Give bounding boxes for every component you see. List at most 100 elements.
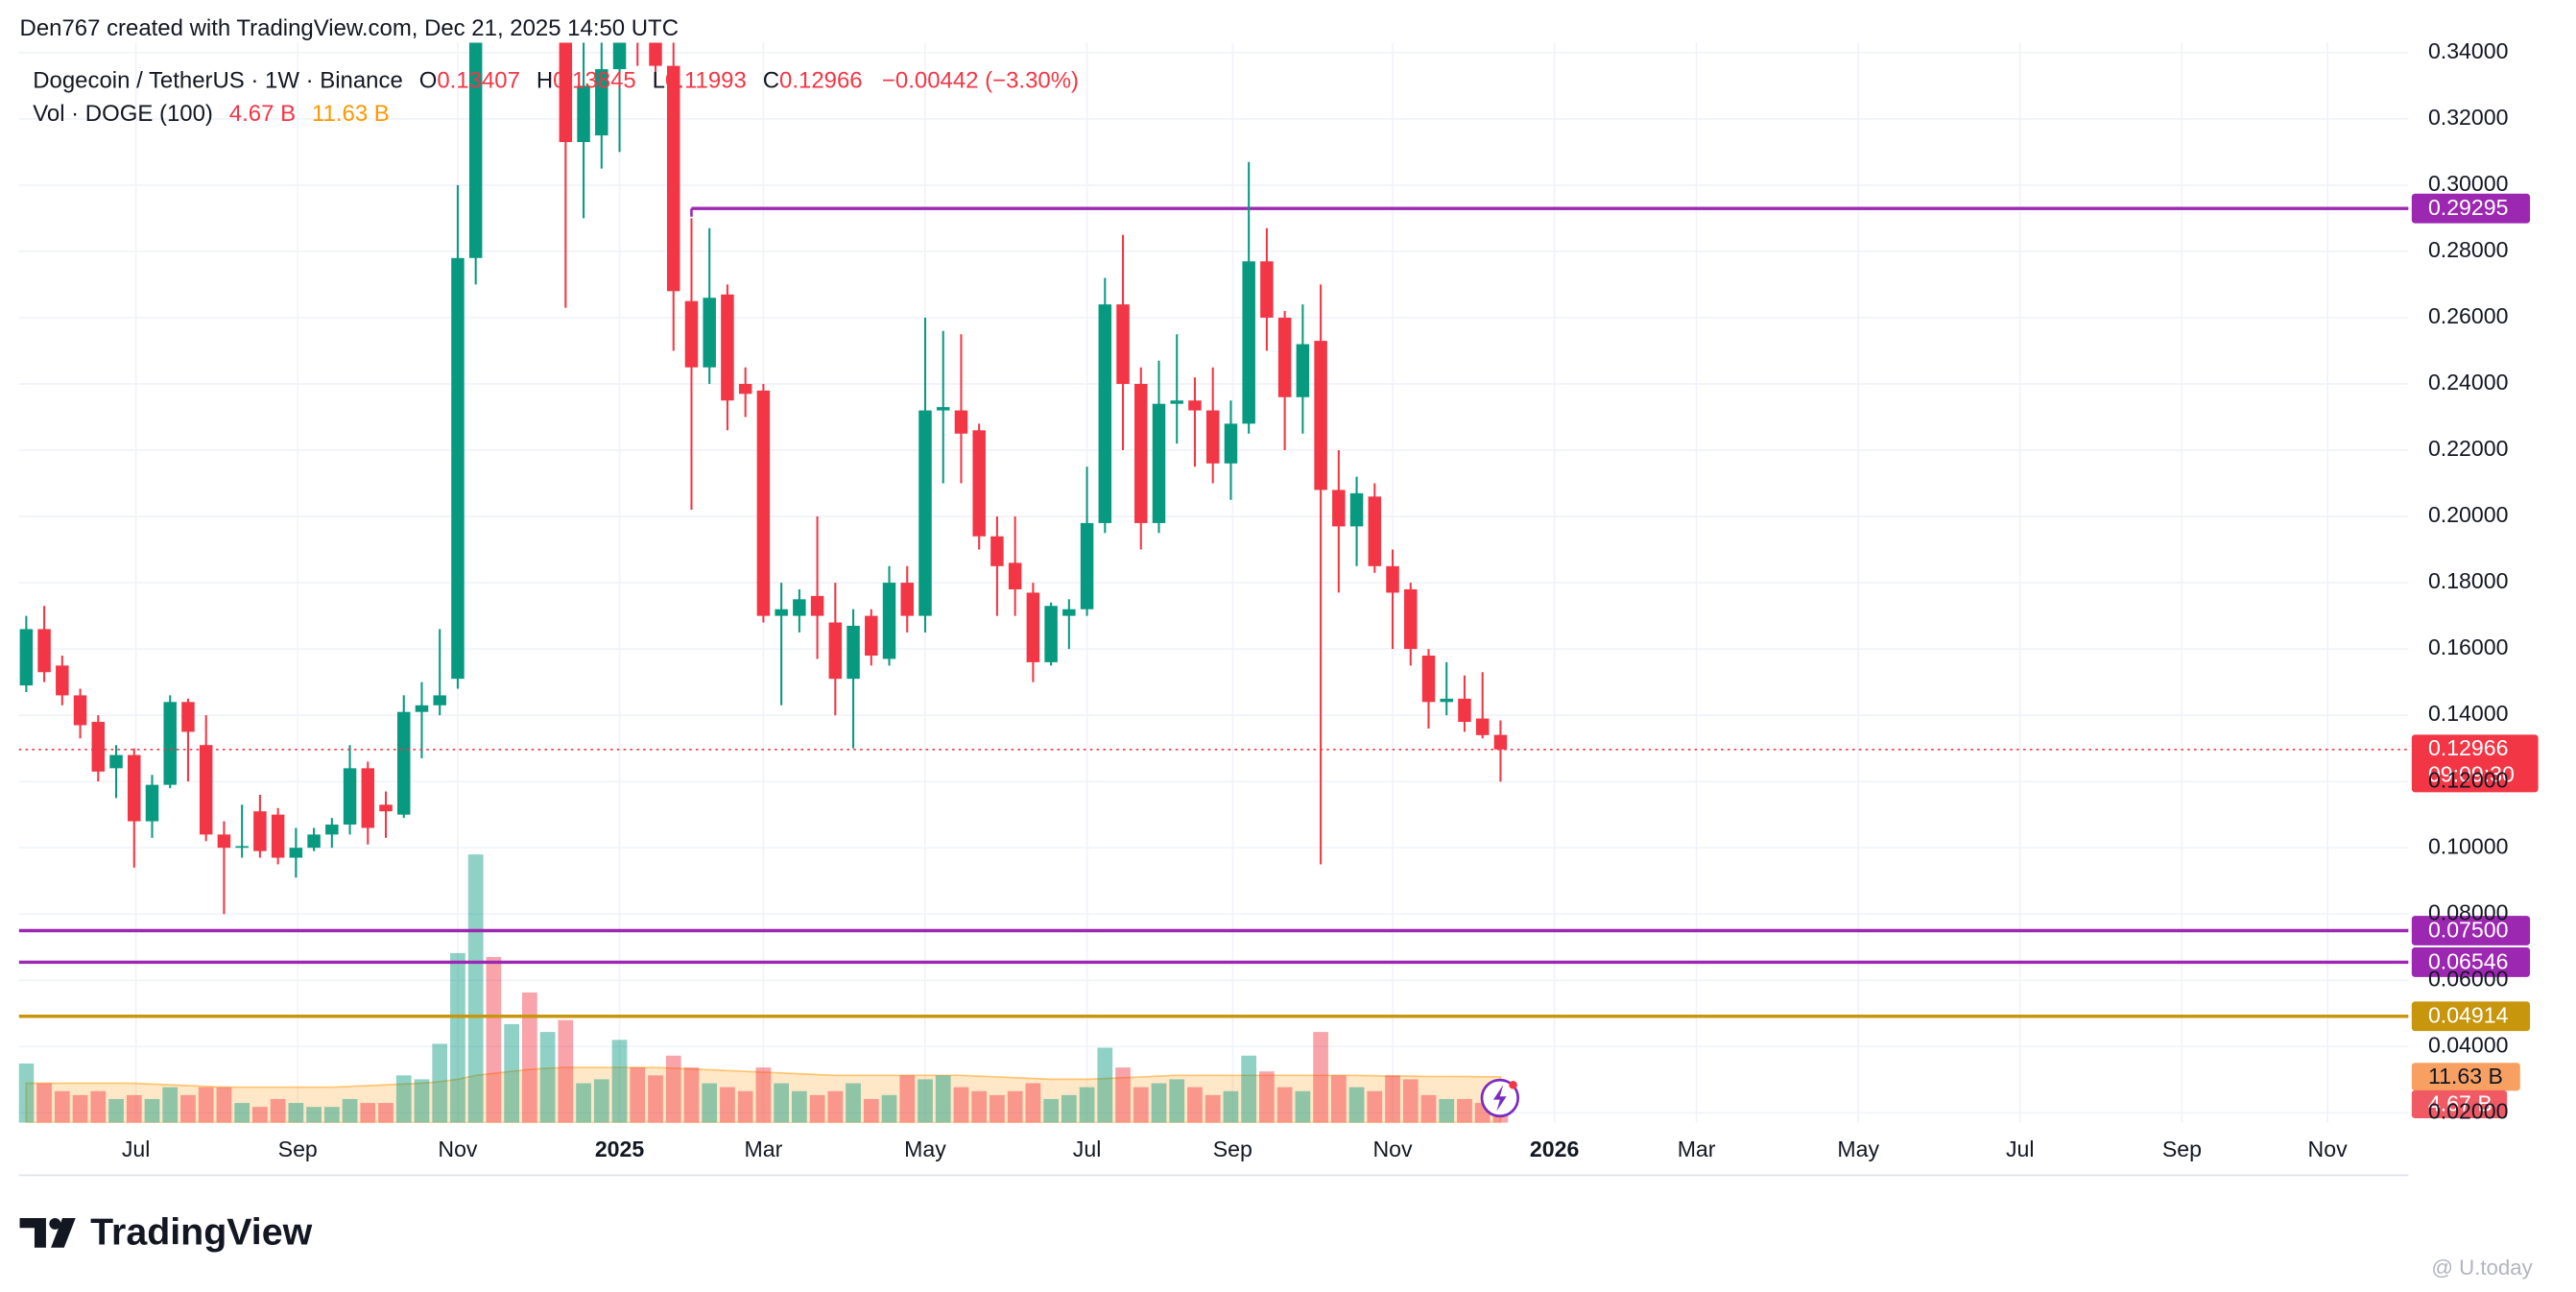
legend-price: Dogecoin / TetherUS · 1W · Binance O0.13… [33, 68, 1079, 94]
legend-o: O [419, 68, 438, 94]
candle-body [1260, 261, 1274, 318]
volume-bar [881, 1094, 897, 1123]
volume-bar [504, 1023, 520, 1123]
candle-body [343, 768, 357, 825]
volume-bar [1295, 1090, 1311, 1123]
legend-l: L [653, 68, 665, 94]
candle-body [1404, 588, 1418, 650]
candle-body [1314, 341, 1327, 490]
volume-bar [1043, 1098, 1059, 1123]
candle-body [1026, 592, 1040, 662]
candle-body [1475, 718, 1490, 735]
volume-bar [899, 1075, 916, 1123]
candle-body [1080, 522, 1094, 610]
candle-body [1062, 609, 1076, 616]
volume-bar [467, 854, 484, 1123]
candle-body [1386, 565, 1399, 593]
candle-body [918, 410, 932, 616]
volume-bar [1439, 1098, 1455, 1123]
candle-body [666, 65, 680, 292]
volume-bar [522, 992, 537, 1123]
candle-body [253, 811, 267, 851]
candle-body [1332, 490, 1346, 527]
x-tick-label: Sep [2162, 1136, 2202, 1161]
candle-body [1170, 400, 1183, 404]
y-tick-label: 0.24000 [2428, 370, 2509, 395]
candle-body [289, 848, 303, 858]
x-tick-label: 2025 [595, 1136, 645, 1161]
y-tick-label: 0.14000 [2428, 701, 2509, 726]
volume-bar [918, 1079, 933, 1123]
volume-bar [90, 1090, 107, 1123]
level-badge-label: 0.06546 [2428, 948, 2509, 973]
y-tick-label: 0.08000 [2428, 899, 2509, 924]
current-price-label: 0.12966 [2428, 735, 2509, 760]
volume-bar [665, 1055, 681, 1123]
volume-bar [990, 1094, 1005, 1123]
volume-bar [1420, 1094, 1437, 1123]
candle-body [91, 722, 106, 772]
candle-body [684, 300, 699, 368]
y-tick-label: 0.02000 [2428, 1098, 2509, 1123]
y-tick-label: 0.32000 [2428, 105, 2509, 130]
candle-body [1296, 344, 1310, 397]
candle-body [775, 609, 788, 616]
volume-bar [1151, 1083, 1167, 1123]
legend-volume-ma: 11.63 B [312, 101, 390, 127]
volume-bar [1097, 1047, 1113, 1123]
candle-body [954, 410, 968, 434]
candle-body [990, 536, 1004, 566]
volume-bar [1133, 1087, 1149, 1123]
candle-body [361, 768, 375, 828]
volume-bar [342, 1098, 358, 1123]
volume-bar [144, 1098, 160, 1123]
candle-body [1458, 698, 1471, 723]
y-tick-label: 0.04000 [2428, 1032, 2509, 1057]
candle-body [145, 784, 159, 822]
candle-body [972, 430, 986, 537]
volume-bar [180, 1094, 196, 1123]
y-tick-label: 0.20000 [2428, 502, 2509, 527]
candle-body [181, 702, 195, 732]
volume-bar [1079, 1087, 1095, 1123]
candle-body [217, 834, 231, 849]
volume-bar [1330, 1075, 1347, 1123]
volume-bar [648, 1075, 663, 1123]
level-badge [2411, 1001, 2531, 1032]
volume-bar [683, 1067, 700, 1123]
candle-body [810, 595, 824, 616]
y-tick-label: 0.06000 [2428, 966, 2509, 991]
level-badge-label: 0.29295 [2428, 195, 2509, 220]
volume-bar [395, 1075, 412, 1123]
legend-symbol: Dogecoin / TetherUS · 1W · Binance [33, 68, 403, 94]
legend-low: 0.11993 [665, 68, 747, 94]
candle-body [1277, 317, 1292, 397]
credit: Den767 created with TradingView.com, Dec… [20, 15, 679, 41]
volume-bar [288, 1103, 304, 1123]
volume-bar [755, 1067, 772, 1123]
volume-bar [1115, 1067, 1131, 1123]
volume-bar [558, 1019, 574, 1123]
volume-bar [162, 1087, 179, 1123]
candle-body [1368, 496, 1382, 566]
candle-body [865, 615, 878, 657]
candle-body [559, 42, 573, 142]
candle-body [900, 583, 914, 616]
volume-bar [702, 1083, 718, 1123]
watermark: @ U.today [2431, 1256, 2533, 1280]
volume-bar [630, 1067, 646, 1123]
level-badge [2411, 947, 2531, 977]
volume-bar [611, 1040, 628, 1123]
candle-body [847, 625, 860, 680]
candle-body [73, 695, 87, 726]
level-badge-label: 0.04914 [2428, 1003, 2509, 1028]
candle-body [1098, 304, 1112, 523]
volume-bar [846, 1083, 861, 1123]
legend-close: 0.12966 [779, 68, 863, 94]
candle-body [649, 42, 662, 66]
level-badge-label: 0.07500 [2428, 917, 2509, 942]
brand-logo [19, 1217, 76, 1248]
candle-body [1224, 423, 1238, 464]
candle-body [1008, 562, 1022, 589]
